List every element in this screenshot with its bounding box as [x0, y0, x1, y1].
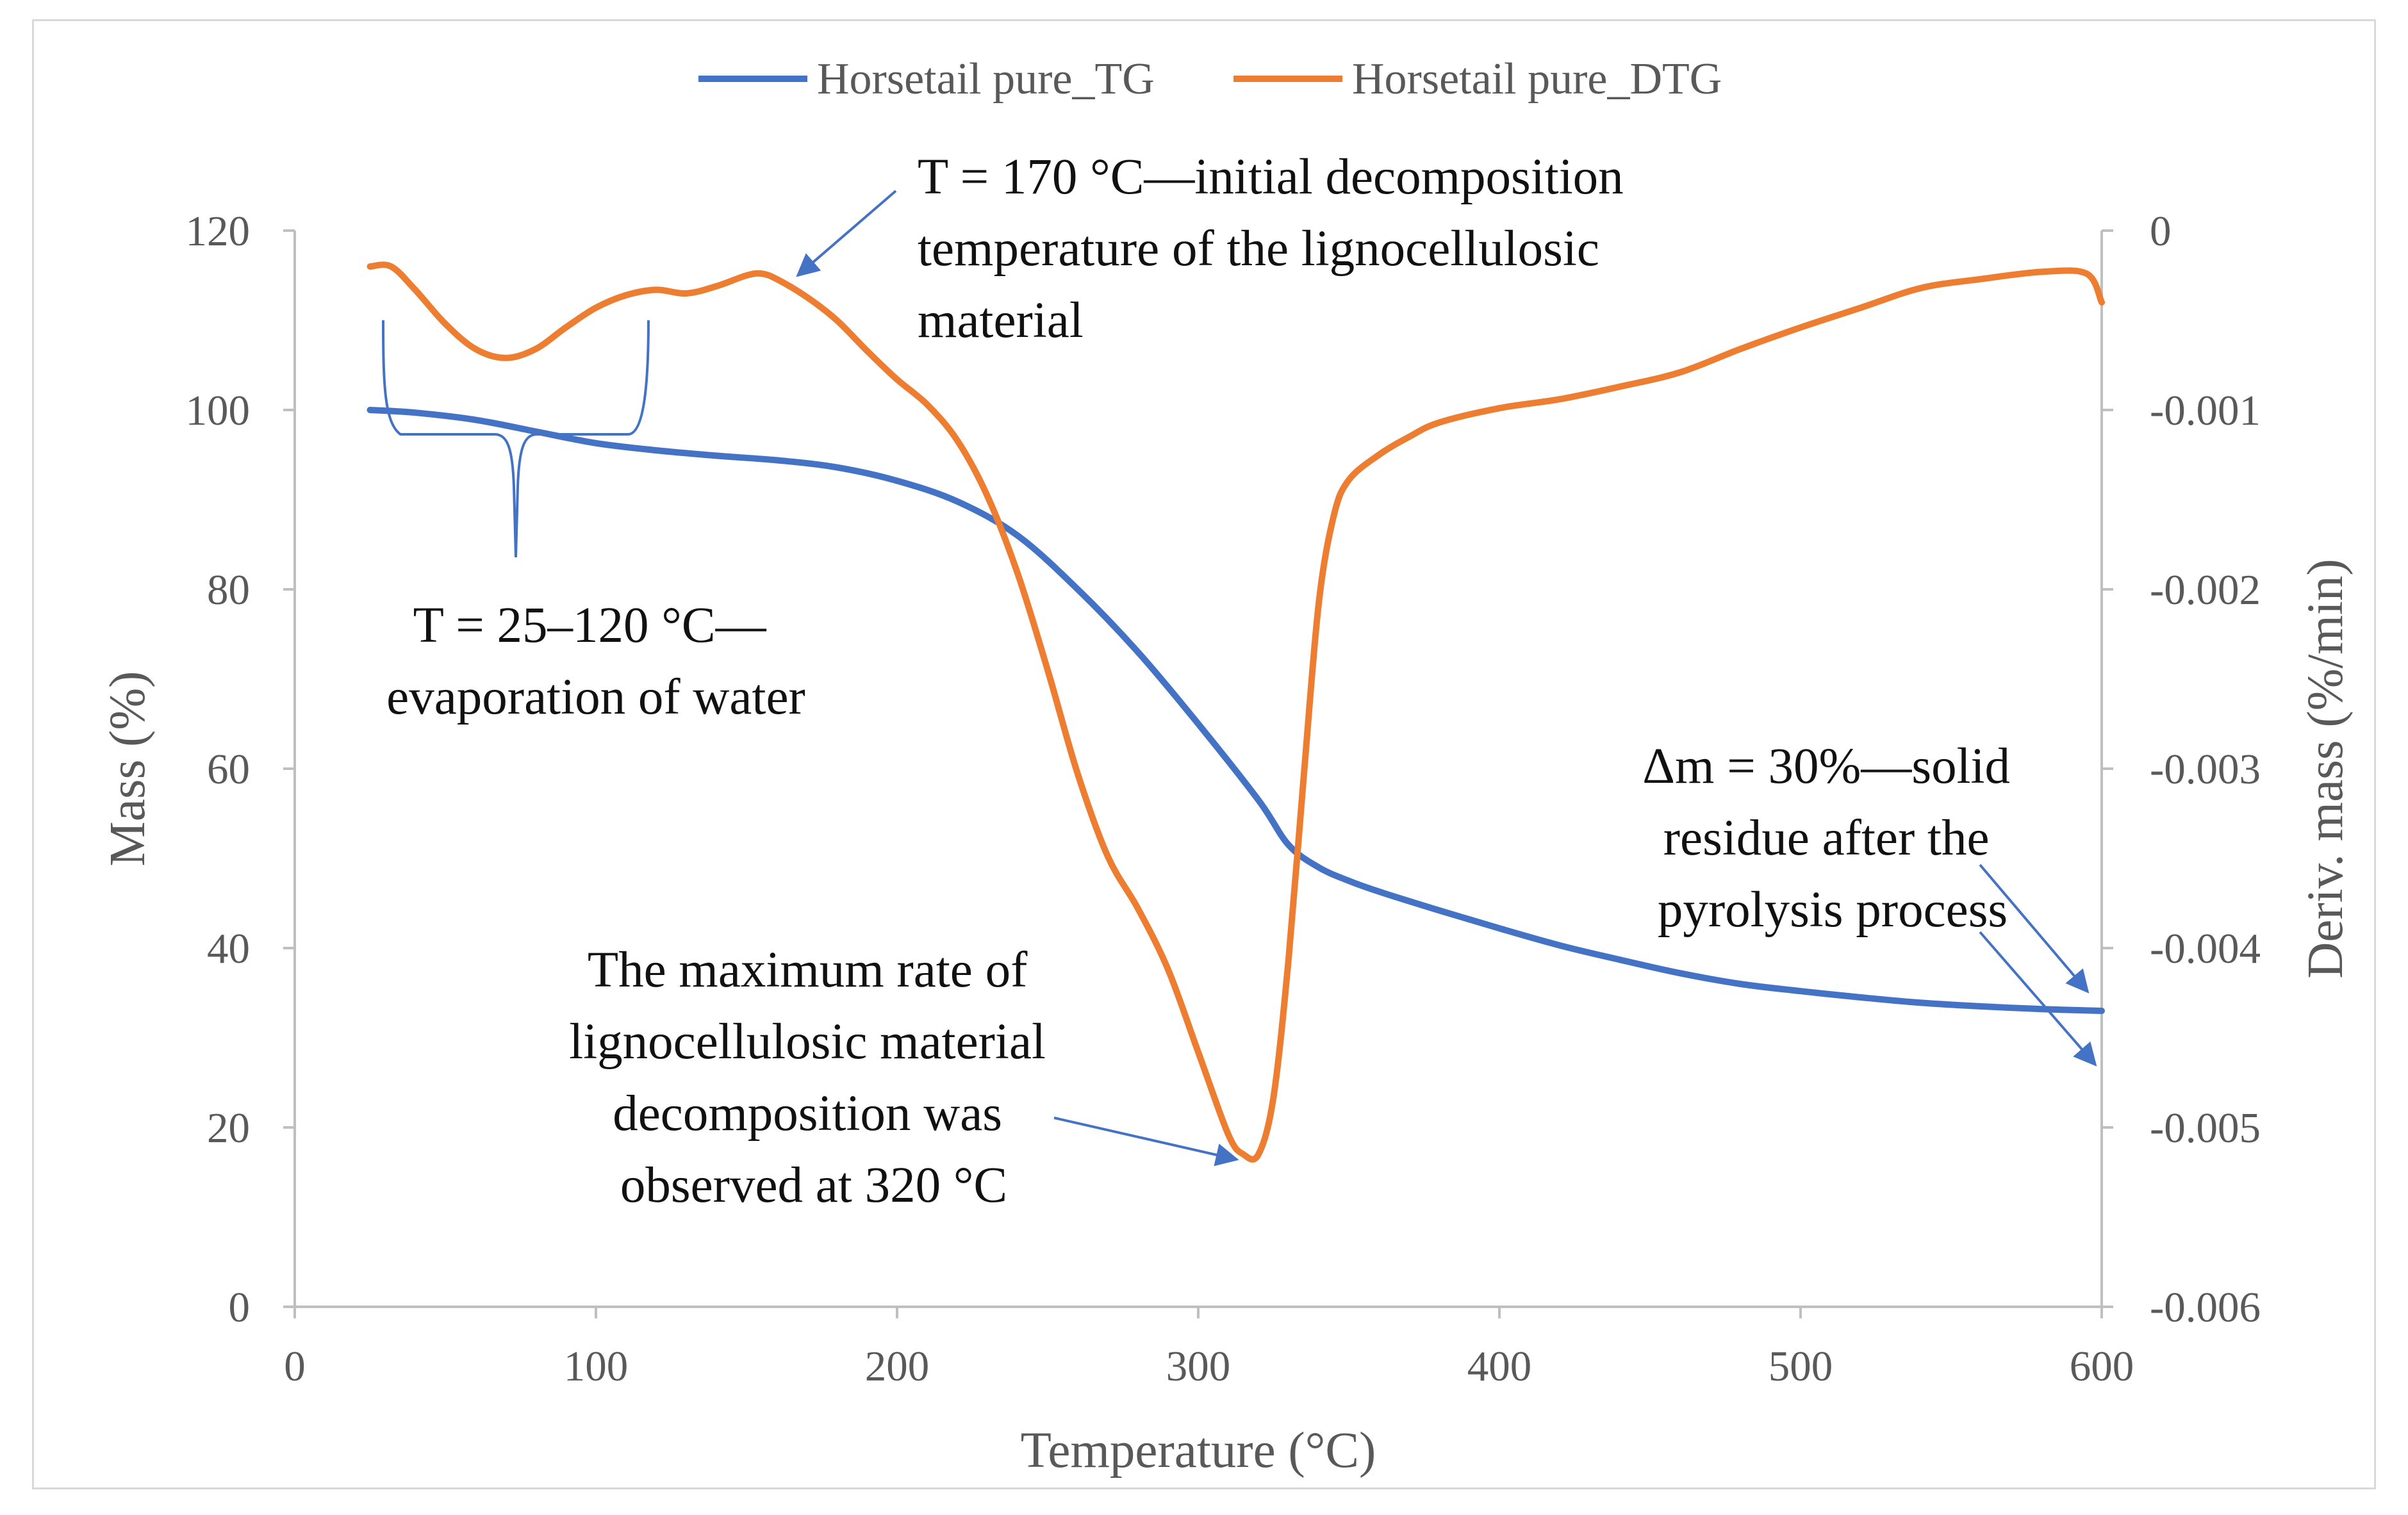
y-tick-label-right: -0.005 — [2150, 1104, 2261, 1152]
arrow-30-a — [1979, 864, 2090, 994]
y-tick-label-right: -0.001 — [2150, 387, 2261, 434]
x-tick-label: 100 — [564, 1343, 629, 1390]
annotation-320: The maximum rate of lignocellulosic mate… — [569, 942, 1058, 1213]
legend: Horsetail pure_TG Horsetail pure_DTG — [698, 54, 1722, 104]
y-tick-label-right: -0.003 — [2150, 746, 2261, 793]
chart-frame — [32, 19, 2376, 1489]
y-tick-label-right: -0.002 — [2150, 566, 2261, 614]
y-tick-label-left: 100 — [186, 387, 251, 434]
arrow-320 — [1053, 1117, 1239, 1167]
x-tick-label: 500 — [1769, 1343, 1833, 1390]
annotation-30: Δm = 30%—solid residue after the pyrolys… — [1642, 739, 2023, 938]
y-axis-left-title: Mass (%) — [100, 671, 156, 867]
series-line-tg — [367, 407, 2105, 1014]
water-evaporation-bracket — [382, 320, 650, 558]
legend-label-tg: Horsetail pure_TG — [817, 54, 1155, 104]
arrow-30-b — [1979, 931, 2097, 1067]
y-tick-label-right: 0 — [2150, 208, 2172, 255]
y-tick-label-left: 80 — [207, 566, 250, 614]
series-line-dtg — [367, 261, 2105, 1163]
annotation-170: T = 170 °C—initial decomposition tempera… — [918, 149, 1636, 348]
annotation-25-120: T = 25–120 °C— evaporation of water — [386, 598, 805, 725]
arrow-170 — [796, 190, 897, 277]
x-tick-label: 300 — [1166, 1343, 1231, 1390]
legend-label-dtg: Horsetail pure_DTG — [1352, 54, 1722, 104]
x-tick-label: 0 — [284, 1343, 306, 1390]
x-tick-label: 200 — [865, 1343, 930, 1390]
x-tick-label: 600 — [2070, 1343, 2134, 1390]
y-tick-label-left: 40 — [207, 925, 250, 972]
y-tick-label-left: 0 — [229, 1284, 251, 1331]
y-tick-label-right: -0.006 — [2150, 1284, 2261, 1331]
y-axis-right-title: Deriv. mass (%/min) — [2298, 559, 2354, 978]
y-tick-label-left: 120 — [186, 208, 251, 255]
y-tick-label-left: 20 — [207, 1104, 250, 1152]
y-tick-label-right: -0.004 — [2150, 925, 2261, 972]
x-axis-title: Temperature (°C) — [1021, 1423, 1376, 1478]
x-tick-label: 400 — [1467, 1343, 1532, 1390]
y-tick-label-left: 60 — [207, 746, 250, 793]
